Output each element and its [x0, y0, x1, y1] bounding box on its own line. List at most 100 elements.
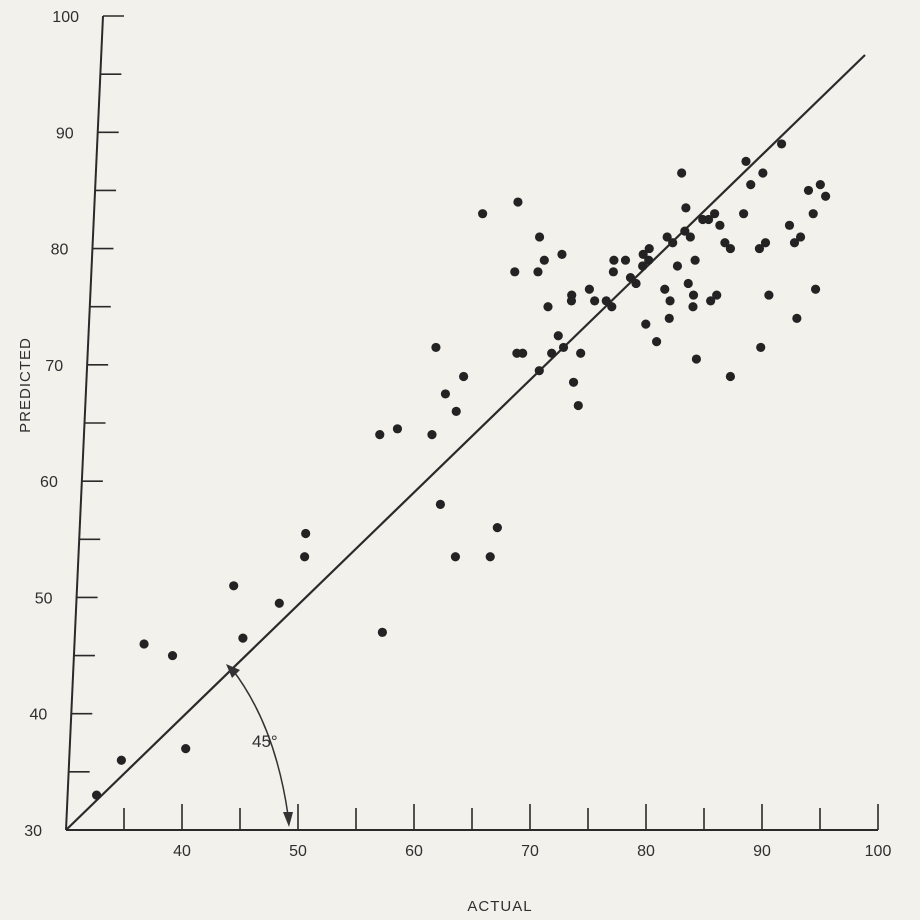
data-point [720, 238, 730, 248]
angle-arc [231, 668, 289, 816]
data-point [557, 249, 567, 259]
data-point [803, 185, 814, 196]
data-point [568, 377, 579, 387]
data-point [776, 139, 787, 149]
data-point [664, 313, 674, 323]
data-point [440, 389, 451, 399]
data-point [300, 552, 310, 562]
data-point [139, 639, 149, 649]
data-point [691, 354, 702, 364]
y-tick-label-30: 30 [24, 823, 42, 840]
data-point [725, 243, 736, 254]
data-point [631, 278, 641, 289]
data-point [301, 528, 311, 539]
data-point [607, 302, 617, 312]
data-point [660, 284, 670, 294]
y-tick-label-70: 70 [45, 358, 63, 375]
data-point [741, 156, 751, 166]
data-point [815, 180, 825, 190]
data-point [677, 168, 687, 178]
data-point [181, 744, 191, 754]
data-point [539, 255, 549, 265]
data-point [492, 523, 502, 533]
data-point [534, 366, 544, 376]
data-point [681, 203, 691, 213]
data-point [710, 209, 720, 219]
data-point [435, 499, 445, 509]
data-point [601, 296, 611, 306]
data-point [450, 552, 461, 562]
data-point [760, 238, 771, 248]
data-point [584, 284, 594, 294]
y-tick-label-40: 40 [29, 707, 47, 724]
data-point [478, 209, 488, 219]
y-tick-label-80: 80 [51, 242, 69, 259]
data-point [690, 255, 700, 265]
data-point [609, 255, 619, 265]
data-point [644, 243, 654, 254]
data-point [547, 348, 557, 358]
data-point [533, 267, 543, 277]
x-tick-label-70: 70 [521, 843, 539, 860]
data-point [534, 232, 545, 242]
data-point [703, 214, 714, 225]
data-point [377, 627, 387, 637]
data-point [652, 337, 662, 347]
data-point [641, 319, 651, 329]
y-tick-label-50: 50 [35, 590, 53, 607]
data-point [668, 238, 678, 248]
data-point [229, 581, 239, 591]
data-point [688, 302, 698, 312]
tick-labels: 40 50 60 70 80 90 100 30 40 50 60 70 80 90 100 [24, 9, 891, 860]
data-point [665, 296, 675, 306]
data-point [758, 168, 768, 178]
data-point [644, 255, 654, 265]
data-point [712, 290, 722, 300]
data-point [662, 232, 672, 242]
data-point [638, 261, 648, 271]
x-tick-label-80: 80 [637, 843, 655, 860]
data-point [688, 290, 699, 300]
x-tick-label-100: 100 [865, 843, 892, 860]
data-point [116, 755, 126, 765]
data-point [510, 267, 520, 277]
y-tick-label-60: 60 [40, 474, 58, 491]
data-point [274, 598, 284, 608]
y-tick-label-90: 90 [56, 125, 74, 142]
data-point [821, 191, 831, 201]
data-point [513, 197, 523, 207]
data-point [706, 296, 716, 306]
data-point [725, 371, 736, 382]
y-axis-label: PREDICTED [17, 337, 34, 433]
x-tick-label-90: 90 [753, 843, 771, 860]
data-point [518, 348, 528, 358]
data-point [167, 650, 178, 661]
data-point [608, 267, 618, 277]
x-axis-label: ACTUAL [467, 898, 532, 915]
data-point [392, 424, 403, 434]
y-tick-label-100: 100 [52, 9, 79, 26]
data-point [810, 284, 821, 294]
data-point [756, 342, 766, 353]
data-point [558, 342, 569, 353]
data-point [789, 238, 800, 248]
data-point [566, 296, 577, 306]
data-point [784, 220, 795, 230]
x-tick-label-40: 40 [173, 843, 191, 860]
axes [65, 15, 878, 831]
data-point [573, 400, 583, 411]
arrowhead-upper [226, 664, 240, 678]
data-point [683, 278, 693, 289]
reference-line-45-degree [65, 54, 866, 831]
data-point [543, 302, 553, 312]
data-point [795, 232, 806, 242]
data-point [715, 220, 725, 230]
data-point [672, 261, 683, 271]
data-point [238, 633, 248, 643]
data-point [451, 406, 461, 416]
data-points [91, 139, 831, 800]
data-point [620, 255, 631, 265]
arrowhead-lower [283, 812, 293, 827]
data-point [638, 249, 648, 259]
